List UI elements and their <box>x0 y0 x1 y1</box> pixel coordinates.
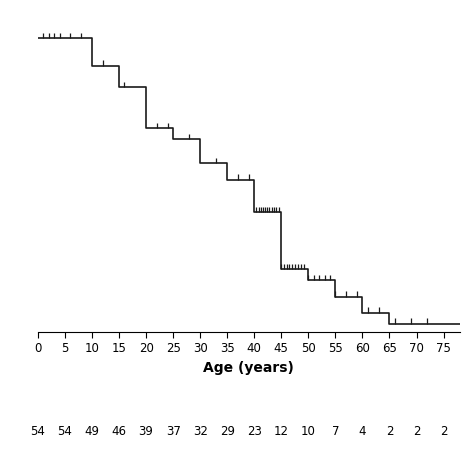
Text: 29: 29 <box>220 425 235 438</box>
Text: 23: 23 <box>247 425 262 438</box>
Text: 7: 7 <box>332 425 339 438</box>
Text: 2: 2 <box>413 425 420 438</box>
Text: 54: 54 <box>30 425 46 438</box>
Text: 2: 2 <box>440 425 447 438</box>
Text: 37: 37 <box>166 425 181 438</box>
Text: 2: 2 <box>386 425 393 438</box>
Text: 49: 49 <box>84 425 100 438</box>
Text: 32: 32 <box>193 425 208 438</box>
Text: 4: 4 <box>359 425 366 438</box>
Text: 10: 10 <box>301 425 316 438</box>
Text: 12: 12 <box>274 425 289 438</box>
Text: 39: 39 <box>139 425 154 438</box>
Text: 54: 54 <box>57 425 73 438</box>
Text: 46: 46 <box>111 425 127 438</box>
X-axis label: Age (years): Age (years) <box>203 361 294 375</box>
